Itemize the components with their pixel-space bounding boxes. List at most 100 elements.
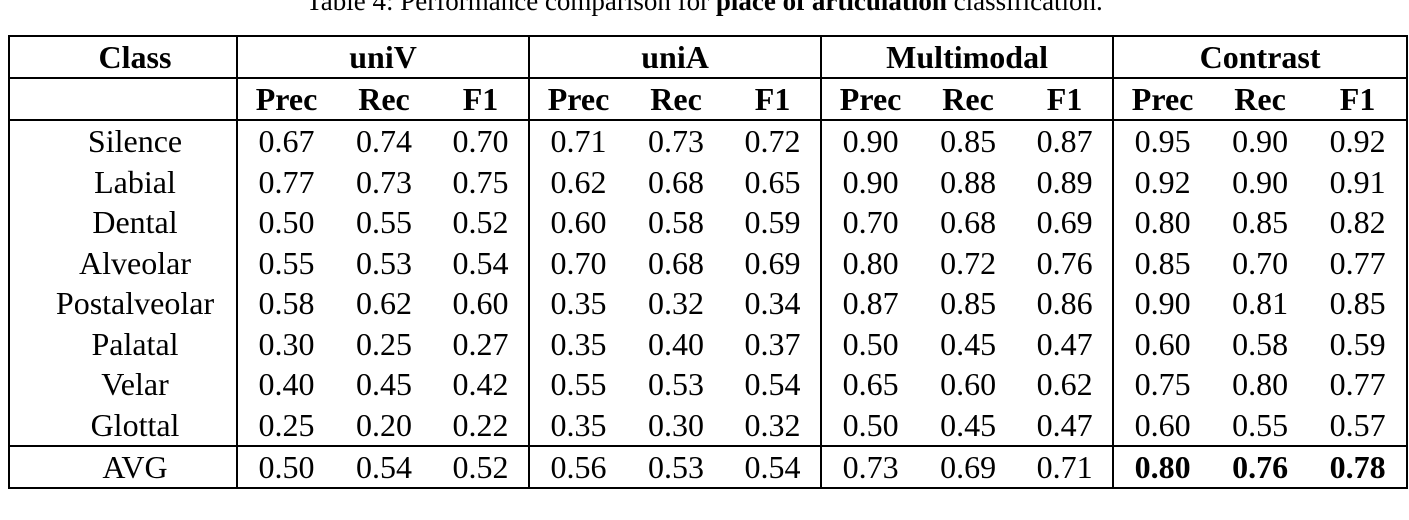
table-cell: 0.85 bbox=[1232, 204, 1289, 241]
table-cell: 0.32 bbox=[725, 404, 823, 446]
table-cell: 0.89 bbox=[1017, 161, 1115, 202]
table-row: Velar 0.40 0.45 0.42 0.55 0.53 0.54 0.65 0.60 0.6… bbox=[8, 364, 1409, 405]
table-cell: 0.70 bbox=[550, 244, 607, 281]
table-row: Silence 0.67 0.74 0.70 0.71 0.73 0.72 0.90 0.85 0… bbox=[8, 120, 1409, 162]
table-row: Postalveolar 0.58 0.62 0.60 0.35 0.32 0.34 0.87… bbox=[8, 283, 1409, 324]
table-cell: 0.20 bbox=[356, 406, 412, 443]
table-cell: 0.77 bbox=[1309, 242, 1409, 283]
header-row-groups: Class uniV uniA Multimodal Contrast bbox=[8, 35, 1409, 79]
class-header: Class bbox=[8, 35, 238, 79]
table-cell: 0.32 bbox=[648, 285, 705, 322]
row-label: Labial bbox=[8, 161, 238, 202]
table-cell: 0.74 bbox=[356, 123, 412, 160]
row-label: Silence bbox=[8, 120, 238, 162]
table-cell: 0.47 bbox=[1017, 323, 1115, 364]
row-label: Alveolar bbox=[8, 242, 238, 283]
table-cell: 0.80 bbox=[1232, 366, 1289, 403]
table-cell: 0.88 bbox=[940, 163, 997, 200]
avg-label: AVG bbox=[8, 445, 238, 489]
caption-prefix: Table 4: Performance comparison for bbox=[306, 0, 716, 16]
subheader-prec: Prec bbox=[529, 78, 628, 121]
header-row-metrics: Prec Rec F1 Prec Rec F1 Prec Rec F1 Prec… bbox=[8, 78, 1409, 121]
table-row: Alveolar 0.55 0.53 0.54 0.70 0.68 0.69 0.80 0.72… bbox=[8, 242, 1409, 283]
table-cell: 0.34 bbox=[725, 283, 823, 324]
table-cell: 0.65 bbox=[725, 161, 823, 202]
table-cell: 0.25 bbox=[356, 325, 412, 362]
subheader-rec: Rec bbox=[335, 78, 433, 121]
table-cell: 0.75 bbox=[433, 161, 531, 202]
table-cell: 0.68 bbox=[940, 204, 997, 241]
avg-value: 0.54 bbox=[725, 445, 823, 489]
table-cell: 0.52 bbox=[433, 202, 531, 243]
avg-value-best: 0.76 bbox=[1211, 445, 1310, 489]
table-cell: 0.60 bbox=[433, 283, 531, 324]
table-cell: 0.35 bbox=[550, 406, 607, 443]
avg-value-best: 0.80 bbox=[1113, 445, 1212, 489]
group-header-multimodal: Multimodal bbox=[821, 35, 1115, 79]
table-cell: 0.95 bbox=[1134, 123, 1191, 160]
table-cell: 0.62 bbox=[550, 163, 607, 200]
table-cell: 0.55 bbox=[1232, 406, 1289, 443]
table-cell: 0.35 bbox=[550, 285, 607, 322]
table-cell: 0.85 bbox=[1134, 244, 1191, 281]
avg-value-best: 0.78 bbox=[1309, 445, 1409, 489]
table-cell: 0.90 bbox=[842, 123, 899, 160]
table-body: Silence 0.67 0.74 0.70 0.71 0.73 0.72 0.90 0.85 0… bbox=[8, 120, 1409, 446]
table-cell: 0.40 bbox=[258, 366, 315, 403]
table-cell: 0.77 bbox=[258, 163, 315, 200]
table-cell: 0.82 bbox=[1309, 202, 1409, 243]
avg-value: 0.50 bbox=[237, 445, 335, 489]
table-cell: 0.58 bbox=[1232, 325, 1289, 362]
avg-value: 0.71 bbox=[1017, 445, 1115, 489]
table-cell: 0.60 bbox=[1134, 325, 1191, 362]
table-cell: 0.50 bbox=[842, 406, 899, 443]
table-cell: 0.85 bbox=[1309, 283, 1409, 324]
table-cell: 0.37 bbox=[725, 323, 823, 364]
table-cell: 0.50 bbox=[842, 325, 899, 362]
table-cell: 0.70 bbox=[433, 120, 531, 162]
table-cell: 0.87 bbox=[1017, 120, 1115, 162]
table-row: Glottal 0.25 0.20 0.22 0.35 0.30 0.32 0.50 0.45 0… bbox=[8, 404, 1409, 446]
table-cell: 0.87 bbox=[842, 285, 899, 322]
subheader-rec: Rec bbox=[919, 78, 1018, 121]
table-cell: 0.72 bbox=[725, 120, 823, 162]
row-label: Velar bbox=[8, 364, 238, 405]
subheader-rec: Rec bbox=[1211, 78, 1310, 121]
table-cell: 0.69 bbox=[1017, 202, 1115, 243]
table-cell: 0.91 bbox=[1309, 161, 1409, 202]
table-cell: 0.92 bbox=[1309, 120, 1409, 162]
table-cell: 0.65 bbox=[842, 366, 899, 403]
table-cell: 0.42 bbox=[433, 364, 531, 405]
group-header-contrast: Contrast bbox=[1113, 35, 1409, 79]
table-cell: 0.90 bbox=[1134, 285, 1191, 322]
row-label: Postalveolar bbox=[8, 283, 238, 324]
table-row: Labial 0.77 0.73 0.75 0.62 0.68 0.65 0.90 0.88 0.… bbox=[8, 161, 1409, 202]
table-row: Dental 0.50 0.55 0.52 0.60 0.58 0.59 0.70 0.68 0.… bbox=[8, 202, 1409, 243]
table-cell: 0.58 bbox=[258, 285, 315, 322]
avg-value: 0.54 bbox=[335, 445, 433, 489]
table-cell: 0.86 bbox=[1017, 283, 1115, 324]
table-cell: 0.85 bbox=[940, 123, 997, 160]
subheader-f1: F1 bbox=[725, 78, 823, 121]
table-cell: 0.73 bbox=[648, 123, 705, 160]
table-cell: 0.45 bbox=[356, 366, 412, 403]
table-cell: 0.73 bbox=[356, 163, 412, 200]
table-cell: 0.68 bbox=[648, 163, 705, 200]
table-cell: 0.22 bbox=[433, 404, 531, 446]
subheader-prec: Prec bbox=[237, 78, 335, 121]
table-cell: 0.30 bbox=[648, 406, 705, 443]
class-subheader-empty bbox=[8, 78, 238, 121]
table-cell: 0.59 bbox=[1309, 323, 1409, 364]
subheader-prec: Prec bbox=[821, 78, 920, 121]
table-cell: 0.80 bbox=[1134, 204, 1191, 241]
row-label: Palatal bbox=[8, 323, 238, 364]
table-cell: 0.57 bbox=[1309, 404, 1409, 446]
subheader-f1: F1 bbox=[1017, 78, 1115, 121]
table-row: Palatal 0.30 0.25 0.27 0.35 0.40 0.37 0.50 0.45 0… bbox=[8, 323, 1409, 364]
table-cell: 0.47 bbox=[1017, 404, 1115, 446]
table-cell: 0.60 bbox=[550, 204, 607, 241]
table-cell: 0.80 bbox=[842, 244, 899, 281]
subheader-rec: Rec bbox=[627, 78, 726, 121]
table-cell: 0.62 bbox=[356, 285, 412, 322]
table-cell: 0.90 bbox=[1232, 123, 1289, 160]
